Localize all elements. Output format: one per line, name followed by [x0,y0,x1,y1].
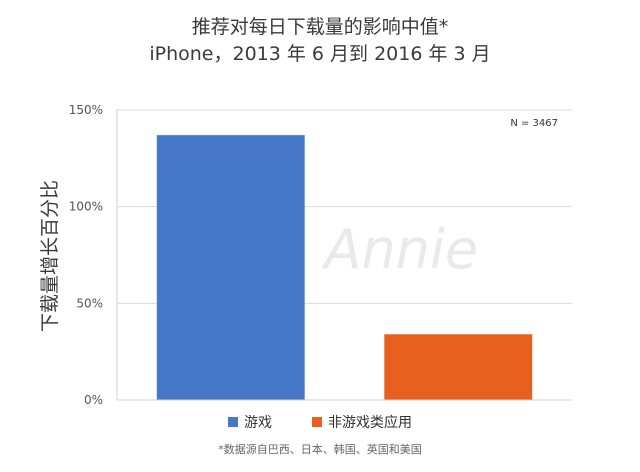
chart-title: 推荐对每日下载量的影响中值* [191,16,449,38]
legend-label-non-games: 非游戏类应用 [328,415,412,431]
y-axis-label: 下载量增长百分比 [39,180,61,332]
chart-title-block: 推荐对每日下载量的影响中值* iPhone，2013 年 6 月到 2016 年… [0,14,640,68]
legend-swatch-games [228,417,238,427]
n-annotation: N = 3467 [510,118,558,129]
y-tick-label: 150% [69,103,103,117]
legend-item-games: 游戏 [228,412,272,432]
y-tick-labels: 0% 50% 100% 150% [69,103,103,407]
y-tick-label: 0% [84,393,103,407]
y-tick-label: 100% [69,200,103,214]
chart-subtitle: iPhone，2013 年 6 月到 2016 年 3 月 [149,43,491,65]
legend-item-non-games: 非游戏类应用 [312,412,412,432]
bars [156,135,533,400]
legend-swatch-non-games [312,417,322,427]
legend: 游戏 非游戏类应用 [0,412,640,432]
y-tick-label: 50% [76,296,103,310]
footnote: *数据源自巴西、日本、韩国、英国和美国 [218,443,422,456]
bar-non-games [384,334,533,400]
bar-games [156,135,305,400]
legend-label-games: 游戏 [244,415,272,431]
